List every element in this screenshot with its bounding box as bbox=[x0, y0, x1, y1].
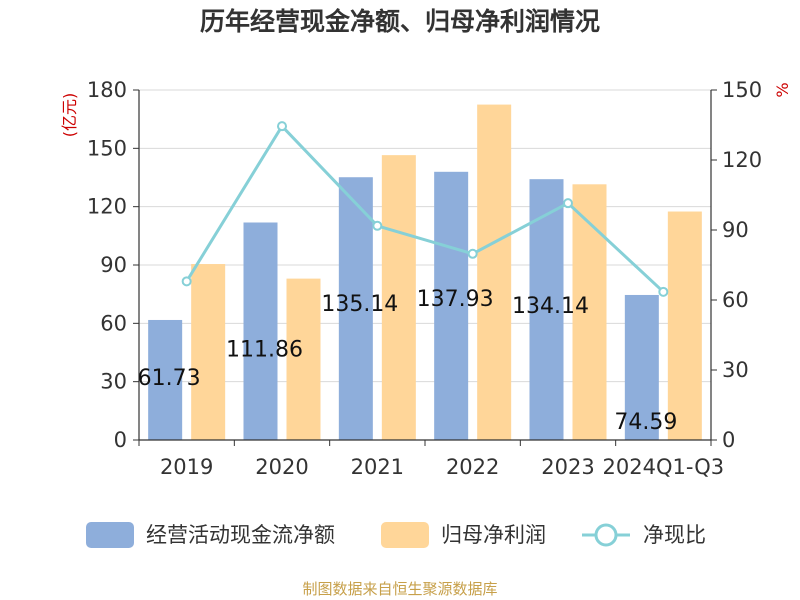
bar-data-label: 137.93 bbox=[417, 287, 494, 312]
bar-cashflow bbox=[434, 171, 469, 440]
bar-data-label: 135.14 bbox=[321, 292, 398, 317]
bar-net-profit bbox=[477, 104, 512, 440]
left-axis-tick-label: 150 bbox=[87, 136, 127, 160]
ratio-series-line bbox=[185, 123, 665, 293]
bar-net-profit bbox=[381, 155, 416, 440]
ratio-point bbox=[372, 220, 383, 231]
right-axis-label: % bbox=[773, 82, 792, 97]
right-axis-tick-label: 60 bbox=[722, 288, 749, 312]
left-axis-tick-label: 120 bbox=[87, 195, 127, 219]
bar-net-profit bbox=[667, 211, 702, 440]
right-axis-tick-label: 90 bbox=[722, 218, 749, 242]
bar-net-profit bbox=[286, 278, 321, 440]
left-axis-tick-label: 0 bbox=[114, 428, 127, 452]
grid bbox=[139, 89, 711, 383]
chart-title: 历年经营现金净额、归母净利润情况 bbox=[200, 7, 600, 36]
left-axis-tick-label: 90 bbox=[100, 253, 127, 277]
right-axis-tick-label: 120 bbox=[722, 148, 762, 172]
ratio-point bbox=[563, 198, 573, 209]
right-axis-tick-label: 150 bbox=[722, 78, 762, 102]
bars bbox=[148, 104, 702, 440]
bar-cashflow bbox=[338, 177, 373, 440]
left-axis-tick-label: 180 bbox=[87, 78, 127, 102]
ratio-point bbox=[181, 276, 192, 287]
legend-swatch-cashflow bbox=[86, 522, 134, 548]
bar-data-label: 61.73 bbox=[138, 366, 201, 391]
bar-net-profit bbox=[572, 184, 607, 440]
ratio-line bbox=[181, 121, 669, 297]
right-axis-tick-label: 30 bbox=[722, 358, 749, 382]
right-axis-tick-label: 0 bbox=[722, 428, 735, 452]
bar-cashflow bbox=[148, 319, 183, 440]
bar-data-label: 111.86 bbox=[226, 337, 303, 362]
x-axis-tick-label: 2021 bbox=[351, 455, 404, 479]
ratio-point bbox=[467, 248, 478, 259]
legend-label-cashflow: 经营活动现金流净额 bbox=[146, 523, 335, 547]
x-axis-tick-label: 2024Q1-Q3 bbox=[603, 455, 725, 479]
legend-swatch-ratio-marker bbox=[594, 523, 618, 547]
x-axis-tick-label: 2023 bbox=[541, 455, 594, 479]
legend-label-net-profit: 归母净利润 bbox=[441, 523, 546, 547]
bar-cashflow bbox=[243, 222, 278, 440]
legend-swatch-net-profit bbox=[381, 522, 429, 548]
x-axis-tick-label: 2019 bbox=[160, 455, 213, 479]
ratio-point bbox=[277, 121, 287, 132]
bar-cashflow bbox=[529, 179, 564, 440]
bar-net-profit bbox=[191, 264, 226, 440]
bar-data-label: 134.14 bbox=[512, 294, 589, 319]
axes: 0 30 60 90 120 150 180 0 30 60 90 120 150 2019 2020 202… bbox=[87, 78, 762, 479]
left-axis-tick-label: 60 bbox=[100, 311, 127, 335]
x-axis-tick-label: 2020 bbox=[255, 455, 308, 479]
x-axis-tick-label: 2022 bbox=[446, 455, 499, 479]
bar-data-label: 74.59 bbox=[614, 410, 677, 435]
bar-labels: 61.73 111.86 135.14 137.93 134.14 74.59 bbox=[138, 287, 678, 435]
source-note: 制图数据来自恒生聚源数据库 bbox=[302, 580, 497, 598]
ratio-point bbox=[658, 286, 669, 297]
left-axis-label: (亿元) bbox=[60, 93, 79, 138]
legend-label-ratio: 净现比 bbox=[643, 523, 706, 547]
left-axis-tick-label: 30 bbox=[100, 370, 127, 394]
legend: 经营活动现金流净额 归母净利润 净现比 bbox=[86, 522, 706, 548]
bar-cashflow bbox=[624, 294, 659, 440]
